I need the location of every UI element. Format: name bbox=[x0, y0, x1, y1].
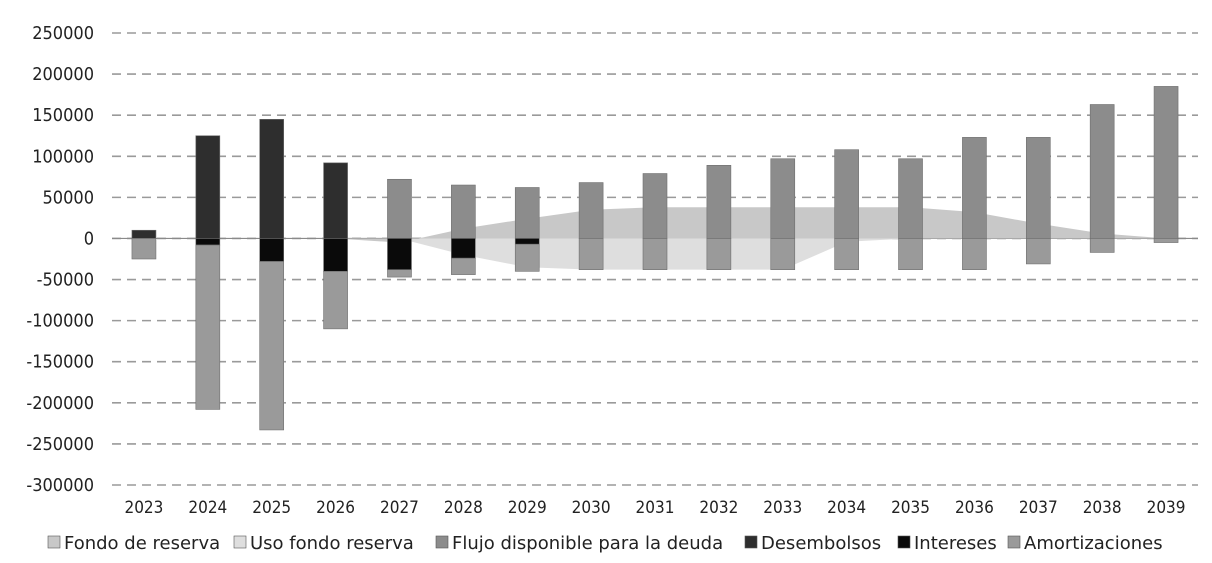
bar-flujo-disponible-para-la-deuda-2028 bbox=[451, 184, 476, 239]
legend-swatch bbox=[897, 535, 911, 549]
bar-amortizaciones-2039 bbox=[1153, 238, 1179, 243]
y-tick-label: -150000 bbox=[26, 352, 94, 373]
bar-amortizaciones-2037 bbox=[1025, 238, 1051, 265]
y-tick-label: 0 bbox=[84, 228, 94, 249]
x-tick-label: 2034 bbox=[827, 498, 866, 518]
bar-amortizaciones-2033 bbox=[770, 238, 796, 270]
legend-label: Amortizaciones bbox=[1024, 533, 1163, 554]
legend-swatch bbox=[435, 535, 449, 549]
x-tick-label: 2038 bbox=[1083, 498, 1122, 518]
legend-swatch bbox=[47, 535, 61, 549]
bar-amortizaciones-2025 bbox=[259, 261, 285, 431]
bar-flujo-disponible-para-la-deuda-2038 bbox=[1089, 104, 1115, 239]
bar-flujo-disponible-para-la-deuda-2036 bbox=[962, 137, 987, 239]
bar-intereses-2024 bbox=[195, 238, 221, 246]
x-tick-label: 2037 bbox=[1019, 498, 1058, 518]
y-tick-label: -100000 bbox=[26, 311, 94, 332]
x-tick-label: 2023 bbox=[124, 498, 163, 518]
bar-intereses-2029 bbox=[514, 238, 540, 245]
bar-amortizaciones-2027 bbox=[387, 269, 412, 278]
bar-amortizaciones-2029 bbox=[514, 243, 540, 272]
x-tick-label: 2029 bbox=[508, 498, 547, 518]
x-tick-label: 2028 bbox=[444, 498, 483, 518]
bar-flujo-disponible-para-la-deuda-2033 bbox=[770, 158, 796, 239]
y-tick-label: 50000 bbox=[42, 187, 94, 208]
bar-amortizaciones-2028 bbox=[451, 257, 476, 275]
y-axis: 250000 200000 150000 100000 50000 0 -50000 -100… bbox=[26, 23, 94, 496]
bar-desembolsos-2024 bbox=[195, 135, 221, 239]
bar-amortizaciones-2036 bbox=[962, 238, 987, 270]
legend-label: Intereses bbox=[914, 533, 997, 554]
bar-flujo-disponible-para-la-deuda-2030 bbox=[578, 182, 604, 239]
x-tick-label: 2027 bbox=[380, 498, 419, 518]
x-tick-label: 2031 bbox=[636, 498, 675, 518]
legend-swatch bbox=[1007, 535, 1021, 549]
bar-flujo-disponible-para-la-deuda-2039 bbox=[1153, 86, 1179, 239]
bar-intereses-2026 bbox=[323, 238, 348, 272]
bar-intereses-2028 bbox=[451, 238, 476, 259]
legend-label: Fondo de reserva bbox=[64, 533, 220, 554]
bar-intereses-2027 bbox=[387, 238, 412, 270]
x-tick-label: 2024 bbox=[188, 498, 227, 518]
bar-flujo-disponible-para-la-deuda-2031 bbox=[642, 173, 668, 239]
x-tick-label: 2032 bbox=[699, 498, 738, 518]
x-tick-label: 2039 bbox=[1147, 498, 1186, 518]
x-tick-label: 2035 bbox=[891, 498, 930, 518]
bar-series bbox=[131, 86, 1179, 431]
y-tick-label: -200000 bbox=[26, 393, 94, 414]
bar-desembolsos-2025 bbox=[259, 118, 285, 239]
bar-intereses-2025 bbox=[259, 238, 285, 262]
y-tick-label: 250000 bbox=[32, 23, 94, 44]
y-tick-label: -250000 bbox=[26, 434, 94, 455]
x-tick-label: 2025 bbox=[252, 498, 291, 518]
bar-amortizaciones-2024 bbox=[195, 244, 221, 410]
x-tick-label: 2026 bbox=[316, 498, 355, 518]
bar-desembolsos-2023 bbox=[131, 229, 157, 239]
bar-amortizaciones-2034 bbox=[834, 238, 859, 270]
bar-flujo-disponible-para-la-deuda-2029 bbox=[514, 187, 540, 239]
legend-label: Flujo disponible para la deuda bbox=[452, 533, 723, 554]
bar-amortizaciones-2026 bbox=[323, 271, 348, 330]
bar-amortizaciones-2035 bbox=[898, 238, 923, 270]
bar-amortizaciones-2023 bbox=[131, 238, 157, 260]
y-tick-label: 100000 bbox=[32, 146, 94, 167]
y-tick-label: -300000 bbox=[26, 475, 94, 496]
x-tick-label: 2036 bbox=[955, 498, 994, 518]
bar-flujo-disponible-para-la-deuda-2032 bbox=[706, 165, 732, 239]
legend-label: Desembolsos bbox=[761, 533, 881, 554]
x-axis: 2023 2024 2025 2026 2027 2028 2029 2030 2031 2032… bbox=[124, 498, 1185, 518]
bar-amortizaciones-2038 bbox=[1089, 238, 1115, 253]
legend: Fondo de reserva Uso fondo reserva Flujo d… bbox=[47, 533, 1163, 554]
bar-amortizaciones-2031 bbox=[642, 238, 668, 270]
bar-flujo-disponible-para-la-deuda-2034 bbox=[834, 149, 859, 239]
bar-flujo-disponible-para-la-deuda-2037 bbox=[1025, 137, 1051, 239]
bar-desembolsos-2026 bbox=[323, 162, 348, 239]
bar-flujo-disponible-para-la-deuda-2035 bbox=[898, 158, 923, 239]
legend-swatch bbox=[744, 535, 758, 549]
y-tick-label: -50000 bbox=[37, 270, 94, 291]
bar-flujo-disponible-para-la-deuda-2027 bbox=[387, 178, 412, 239]
x-tick-label: 2030 bbox=[572, 498, 611, 518]
legend-label: Uso fondo reserva bbox=[250, 533, 414, 554]
bar-amortizaciones-2032 bbox=[706, 238, 732, 270]
x-tick-label: 2033 bbox=[763, 498, 802, 518]
y-tick-label: 200000 bbox=[32, 64, 94, 85]
y-tick-label: 150000 bbox=[32, 105, 94, 126]
legend-swatch bbox=[233, 535, 247, 549]
bar-amortizaciones-2030 bbox=[578, 238, 604, 270]
